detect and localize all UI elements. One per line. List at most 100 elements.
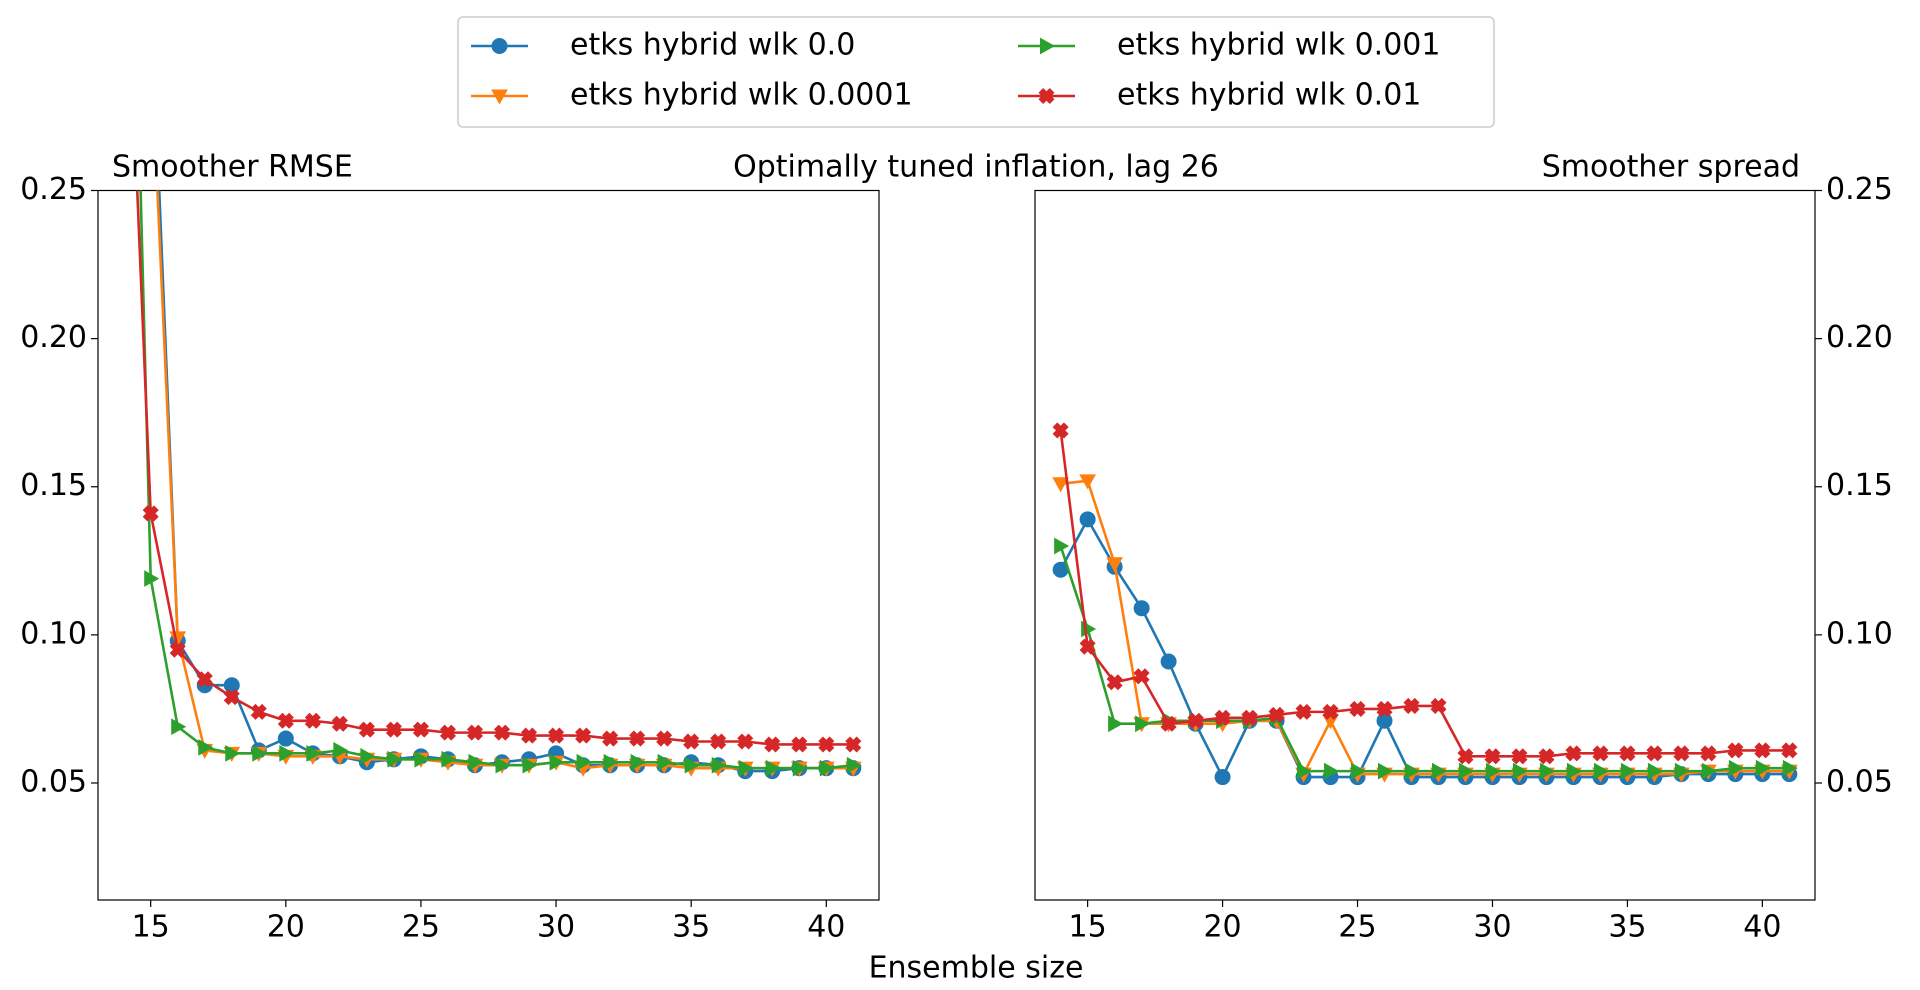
marker bbox=[575, 727, 592, 744]
marker bbox=[710, 733, 727, 750]
series-line bbox=[139, 190, 854, 770]
marker bbox=[358, 721, 375, 738]
marker bbox=[792, 759, 808, 777]
series-line bbox=[1060, 479, 1790, 777]
marker bbox=[630, 753, 646, 771]
marker bbox=[764, 736, 781, 753]
marker bbox=[144, 570, 160, 587]
marker bbox=[1458, 762, 1475, 780]
x-tick-label: 20 bbox=[1203, 910, 1241, 945]
series-line bbox=[1059, 516, 1790, 781]
legend-marker bbox=[1040, 37, 1056, 55]
marker bbox=[1052, 422, 1069, 439]
legend-label: etks hybrid wlk 0.0001 bbox=[570, 78, 913, 113]
y-tick-label: 0.20 bbox=[20, 320, 87, 355]
marker bbox=[846, 756, 862, 774]
x-tick-label: 40 bbox=[807, 910, 845, 945]
y-tick-label: 0.05 bbox=[20, 764, 87, 799]
marker bbox=[1403, 697, 1420, 714]
y-tick-label: 0.25 bbox=[20, 172, 87, 207]
marker bbox=[1700, 745, 1717, 762]
marker bbox=[1135, 715, 1151, 733]
marker bbox=[1079, 474, 1096, 490]
marker bbox=[1646, 745, 1663, 762]
marker bbox=[468, 753, 484, 771]
marker bbox=[1430, 697, 1447, 714]
marker bbox=[441, 750, 457, 768]
x-axis-label: Ensemble size bbox=[869, 951, 1084, 986]
series-line bbox=[1059, 545, 1790, 773]
marker bbox=[1701, 762, 1717, 780]
y-tick-label: 0.15 bbox=[20, 468, 87, 503]
marker bbox=[412, 721, 429, 738]
marker bbox=[495, 756, 511, 774]
marker bbox=[1133, 668, 1150, 685]
marker bbox=[1052, 477, 1069, 493]
y-tick-label: 0.25 bbox=[1826, 172, 1893, 207]
marker bbox=[1187, 712, 1204, 729]
y-tick-label: 0.20 bbox=[1826, 320, 1893, 355]
plot-area bbox=[1052, 422, 1798, 786]
marker bbox=[1647, 762, 1663, 780]
marker bbox=[223, 689, 240, 706]
y-tick-label: 0.05 bbox=[1826, 764, 1893, 799]
marker bbox=[1620, 762, 1636, 780]
marker bbox=[1781, 742, 1798, 759]
x-tick-label: 40 bbox=[1743, 910, 1781, 945]
marker bbox=[737, 733, 754, 750]
marker bbox=[1295, 703, 1312, 720]
y-tick-label: 0.10 bbox=[20, 616, 87, 651]
marker bbox=[603, 753, 619, 771]
marker bbox=[306, 745, 322, 762]
marker bbox=[1539, 762, 1555, 780]
marker bbox=[1079, 638, 1096, 655]
marker bbox=[1214, 709, 1231, 726]
marker bbox=[252, 745, 268, 762]
marker bbox=[1405, 762, 1421, 780]
plot-area bbox=[135, 190, 862, 780]
marker bbox=[684, 756, 700, 774]
marker bbox=[1674, 762, 1690, 780]
y-tick-label: 0.15 bbox=[1826, 468, 1893, 503]
marker bbox=[387, 750, 403, 768]
marker bbox=[656, 730, 673, 747]
marker bbox=[277, 712, 294, 729]
marker bbox=[1592, 745, 1609, 762]
x-tick-label: 25 bbox=[1338, 910, 1376, 945]
x-tick-label: 25 bbox=[402, 910, 440, 945]
marker bbox=[738, 759, 754, 777]
marker bbox=[1593, 762, 1609, 780]
marker bbox=[845, 736, 862, 753]
marker bbox=[1512, 762, 1528, 780]
marker bbox=[277, 730, 294, 747]
x-tick-label: 20 bbox=[267, 910, 305, 945]
marker bbox=[493, 724, 511, 741]
marker bbox=[819, 759, 835, 777]
marker bbox=[1484, 748, 1501, 765]
marker bbox=[521, 727, 538, 744]
marker bbox=[223, 677, 240, 694]
marker bbox=[1378, 762, 1394, 780]
marker bbox=[1376, 700, 1393, 717]
marker bbox=[1485, 762, 1502, 780]
axes-frame bbox=[97, 189, 880, 901]
marker bbox=[1376, 712, 1393, 729]
marker bbox=[171, 718, 187, 736]
marker bbox=[1619, 745, 1636, 762]
marker bbox=[1755, 759, 1771, 777]
axes-title: Smoother RMSE bbox=[112, 150, 353, 185]
marker bbox=[1351, 762, 1367, 780]
marker bbox=[169, 641, 186, 658]
marker bbox=[683, 733, 700, 750]
marker bbox=[1511, 748, 1528, 765]
axes-title: Smoother spread bbox=[1542, 150, 1800, 185]
marker bbox=[196, 671, 213, 688]
marker bbox=[1727, 742, 1744, 759]
marker bbox=[1106, 557, 1123, 573]
marker bbox=[818, 736, 835, 753]
legend-marker bbox=[491, 38, 508, 54]
marker bbox=[1133, 600, 1150, 617]
marker bbox=[711, 756, 727, 774]
marker bbox=[629, 730, 646, 747]
legend-marker bbox=[1038, 87, 1055, 105]
